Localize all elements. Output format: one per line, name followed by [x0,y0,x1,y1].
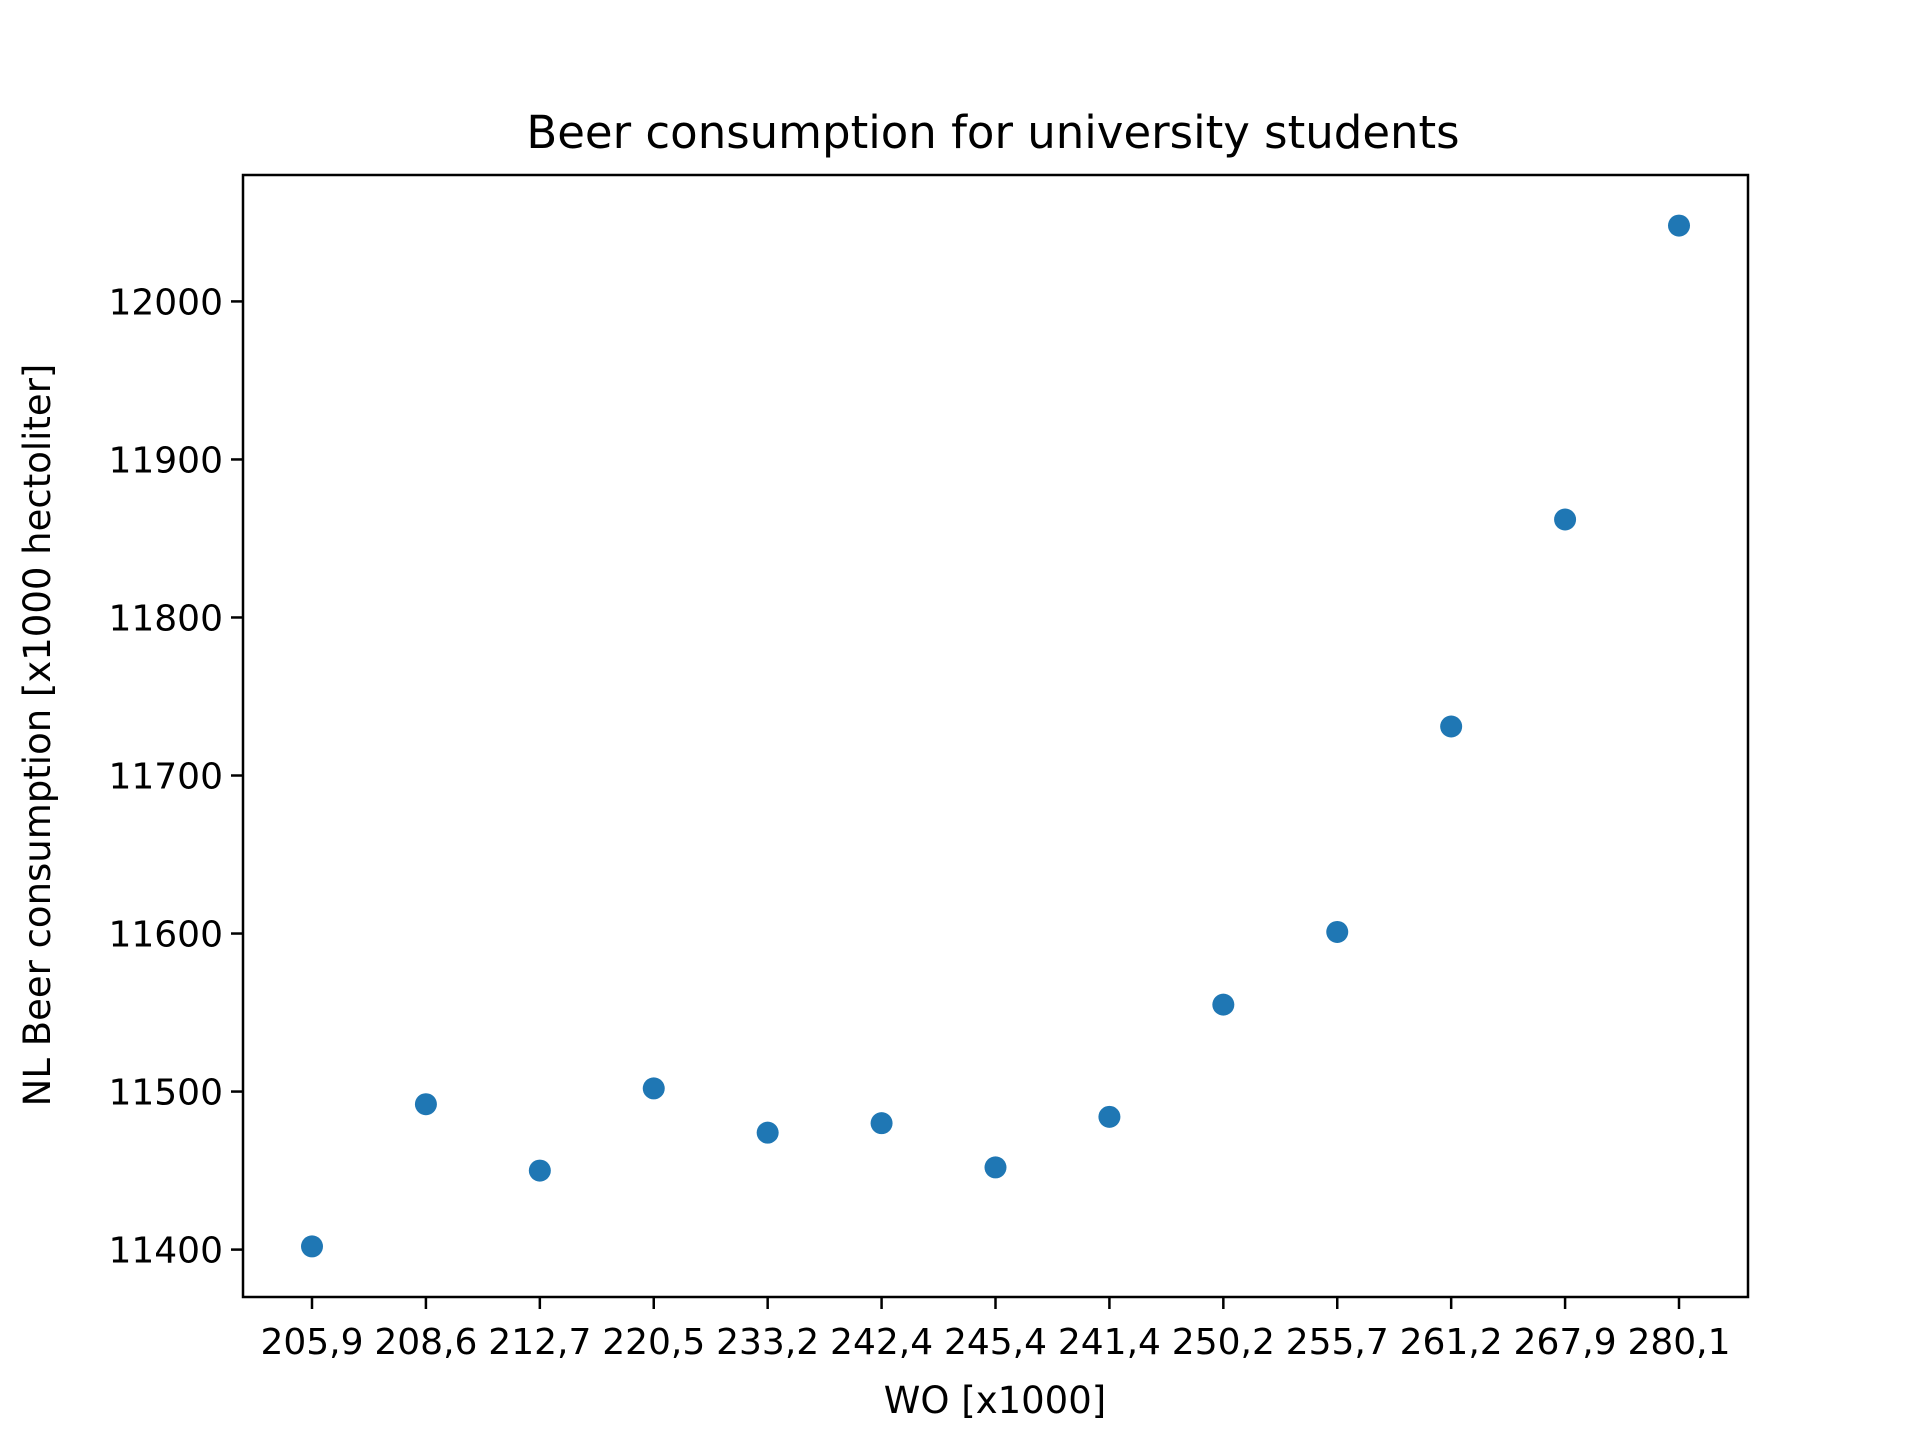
y-axis: 11400 11500 11600 11700 11800 11900 12000 [108,282,243,1272]
y-tick-label: 11900 [108,440,223,481]
data-point [1554,508,1577,531]
x-tick-label: 245,4 [944,1322,1047,1363]
x-tick-label: 267,9 [1514,1322,1617,1363]
y-tick-label: 11400 [108,1231,223,1272]
x-tick-label: 212,7 [488,1322,591,1363]
data-point [984,1156,1007,1179]
y-tick-label: 11500 [108,1073,223,1114]
data-point [1212,993,1235,1016]
x-tick-label: 233,2 [716,1322,819,1363]
data-point [528,1159,551,1182]
plot-frame [241,173,1750,1299]
x-tick-label: 208,6 [374,1322,477,1363]
x-axis: 205,9 208,6 212,7 220,5 233,2 242,4 245,4 241,4… [260,1297,1731,1363]
data-point [414,1093,437,1116]
y-tick-label: 12000 [108,282,223,323]
data-points [301,214,1690,1258]
data-point [1668,214,1690,237]
data-point [1098,1105,1121,1128]
x-tick-label: 242,4 [830,1322,933,1363]
x-axis-label: WO [x1000] [884,1379,1106,1422]
x-tick-label: 220,5 [602,1322,705,1363]
y-tick-label: 11600 [108,915,223,956]
x-tick-label: 250,2 [1172,1322,1275,1363]
x-tick-label: 255,7 [1286,1322,1389,1363]
y-tick-label: 11700 [108,757,223,798]
chart-title: Beer consumption for university students [526,106,1459,159]
x-tick-label: 205,9 [260,1322,363,1363]
data-point [1440,715,1463,738]
x-tick-label: 280,1 [1627,1322,1730,1363]
x-tick-label: 261,2 [1400,1322,1503,1363]
data-point [1326,920,1349,943]
y-axis-label: NL Beer consumption [x1000 hectoliter] [16,364,59,1107]
data-point [642,1077,665,1100]
data-point [756,1121,779,1144]
data-point [870,1112,893,1135]
y-tick-label: 11800 [108,598,223,639]
data-point [301,1235,323,1258]
x-tick-label: 241,4 [1058,1322,1161,1363]
